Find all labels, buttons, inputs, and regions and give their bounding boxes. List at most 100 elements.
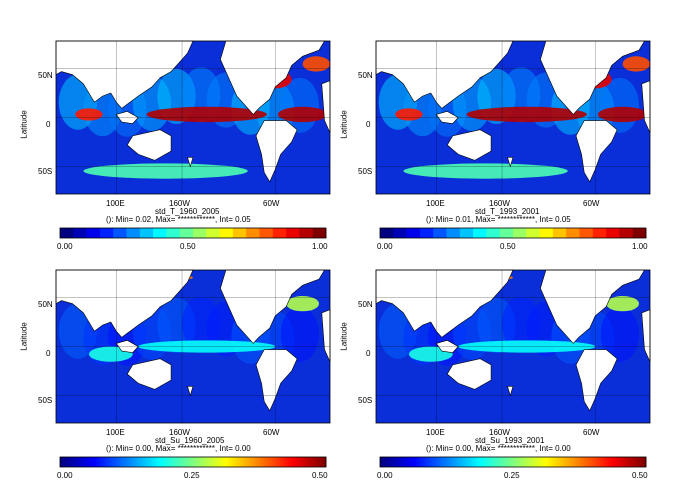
land-mass <box>187 156 194 168</box>
colorbar-step <box>161 457 165 467</box>
colorbar-step <box>397 457 401 467</box>
colorbar-step <box>215 457 218 467</box>
colorbar <box>379 456 647 468</box>
colorbar-step <box>404 457 407 467</box>
colorbar-step <box>99 457 103 467</box>
colorbar-step <box>572 457 576 467</box>
colorbar-step <box>60 457 63 467</box>
colorbar-step <box>219 228 234 238</box>
colorbar-step <box>119 457 123 467</box>
colorbar-step <box>606 228 620 238</box>
lat-tick-50s: 50S <box>358 396 373 405</box>
field-hotspot <box>597 106 648 123</box>
colorbar-step <box>153 457 156 467</box>
colorbar-step <box>68 457 72 467</box>
colorbar-step <box>530 457 534 467</box>
colorbar-step <box>212 457 216 467</box>
lon-tick-160w: 160W <box>169 428 190 437</box>
colorbar-mid: 0.25 <box>504 471 520 480</box>
colorbar-step <box>411 457 414 467</box>
colorbar-step <box>406 228 421 238</box>
colorbar-step <box>128 457 132 467</box>
colorbar-step <box>193 228 207 238</box>
colorbar-step <box>475 457 478 467</box>
colorbar-step <box>561 457 565 467</box>
panel-stats: (): Min= 0.00, Max= ************, Int= 0… <box>426 444 571 453</box>
colorbar-step <box>239 457 243 467</box>
colorbar-step <box>263 457 267 467</box>
colorbar-step <box>424 457 427 467</box>
colorbar-step <box>422 457 425 467</box>
colorbar-step <box>552 457 556 467</box>
colorbar-step <box>91 457 94 467</box>
colorbar-step <box>226 457 229 467</box>
map-svg <box>375 269 651 468</box>
colorbar-step <box>97 457 101 467</box>
field-hotspot <box>403 163 568 179</box>
lat-tick-0: 0 <box>366 349 371 358</box>
colorbar-step <box>217 457 220 467</box>
colorbar-step <box>228 457 232 467</box>
colorbar-step <box>555 457 558 467</box>
colorbar-step <box>608 457 611 467</box>
colorbar-step <box>634 457 638 467</box>
colorbar-step <box>433 457 436 467</box>
map-svg <box>55 40 331 239</box>
colorbar-step <box>221 457 225 467</box>
field-hotspot <box>466 106 587 123</box>
colorbar-step <box>190 457 194 467</box>
colorbar-step <box>380 457 383 467</box>
colorbar-frame <box>379 456 647 468</box>
lat-tick-50n: 50N <box>38 71 53 80</box>
colorbar-step <box>301 457 305 467</box>
colorbar-frame <box>59 227 327 239</box>
map-field <box>55 40 331 194</box>
colorbar-step <box>426 457 430 467</box>
colorbar-step <box>468 457 472 467</box>
colorbar-step <box>75 457 79 467</box>
colorbar-step <box>519 457 523 467</box>
colorbar-step <box>643 457 647 467</box>
colorbar-step <box>104 457 107 467</box>
map-frame <box>55 40 331 195</box>
lat-tick-0: 0 <box>46 349 51 358</box>
land-mass <box>540 269 646 344</box>
colorbar-step <box>513 457 516 467</box>
panel-title: std_Su_1960_2005 <box>155 436 225 445</box>
colorbar-step <box>261 457 265 467</box>
colorbar-step <box>486 457 490 467</box>
colorbar-min: 0.00 <box>57 242 73 251</box>
colorbar-step <box>535 457 538 467</box>
colorbar-step <box>501 457 505 467</box>
colorbar-step <box>108 457 112 467</box>
colorbar-step <box>524 457 527 467</box>
colorbar-step <box>504 457 507 467</box>
colorbar-step <box>179 228 194 238</box>
colorbar-step <box>541 457 545 467</box>
colorbar-step <box>270 457 274 467</box>
field-hotspot <box>75 108 103 121</box>
colorbar-step <box>139 228 154 238</box>
lat-tick-0: 0 <box>366 120 371 129</box>
colorbar-step <box>275 457 278 467</box>
colorbar-step <box>148 457 152 467</box>
colorbar-step <box>243 457 247 467</box>
colorbar-step <box>470 457 474 467</box>
land-mass <box>55 269 194 338</box>
lon-tick-60w: 60W <box>583 428 600 437</box>
colorbar-step <box>459 457 463 467</box>
colorbar-step <box>66 457 70 467</box>
colorbar-step <box>439 457 443 467</box>
y-axis-label: Latitude <box>339 110 349 139</box>
land-mass <box>446 358 492 390</box>
colorbar-step <box>77 457 81 467</box>
colorbar-step <box>130 457 134 467</box>
colorbar-step <box>597 457 600 467</box>
colorbar-step <box>493 457 496 467</box>
colorbar-step <box>619 457 623 467</box>
colorbar-step <box>488 457 492 467</box>
colorbar-step <box>382 457 385 467</box>
colorbar-step <box>380 228 394 238</box>
land-mass <box>126 358 172 390</box>
lon-tick-160w: 160W <box>169 199 190 208</box>
